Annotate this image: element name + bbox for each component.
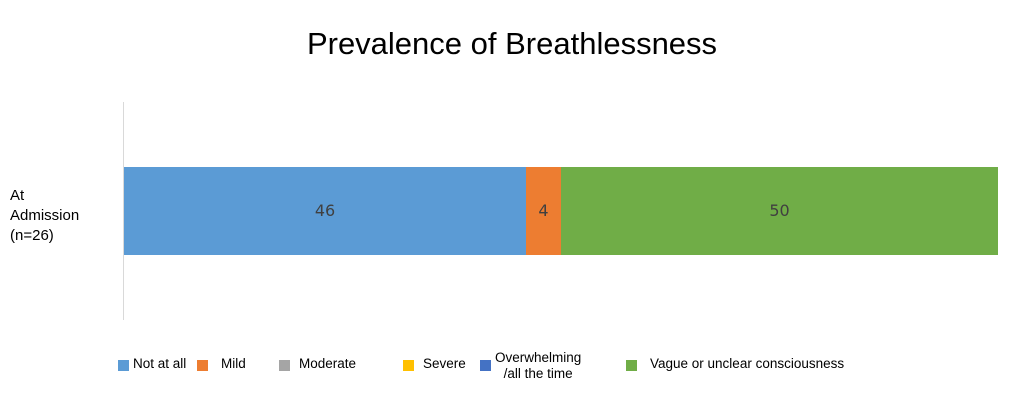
data-label-0: 46 <box>314 201 336 220</box>
legend-swatch-2 <box>279 360 290 371</box>
category-label-at-admission: At Admission (n=26) <box>10 186 110 246</box>
legend-swatch-4 <box>480 360 491 371</box>
bar-segment-0 <box>124 167 527 255</box>
legend: Not at all Mild Moderate Severe Overwhelming… <box>0 350 1024 390</box>
data-label-1: 4 <box>538 201 549 220</box>
chart-title: Prevalence of Breathlessness <box>306 26 718 61</box>
data-label-5: 50 <box>769 201 790 220</box>
vertical-axis-line <box>123 102 124 320</box>
legend-label-1: Mild <box>221 356 246 371</box>
legend-swatch-3 <box>403 360 414 371</box>
bar-segment-1 <box>526 167 561 255</box>
stacked-bar: 46 4 50 <box>124 167 998 255</box>
legend-label-4: Overwhelming/all the time <box>495 350 582 381</box>
legend-swatch-5 <box>626 360 637 371</box>
legend-label-2: Moderate <box>299 356 357 371</box>
legend-label-3: Severe <box>423 356 466 371</box>
legend-swatch-0 <box>118 360 129 371</box>
category-label-line-2: Admission <box>10 207 80 224</box>
legend-label-0: Not at all <box>133 356 187 371</box>
legend-label-5: Vague or unclear consciousness <box>650 356 845 371</box>
category-label-line-1: At <box>10 187 25 204</box>
legend-swatch-1 <box>197 360 208 371</box>
category-label-line-3: (n=26) <box>10 227 54 244</box>
bar-segment-5 <box>561 167 998 255</box>
